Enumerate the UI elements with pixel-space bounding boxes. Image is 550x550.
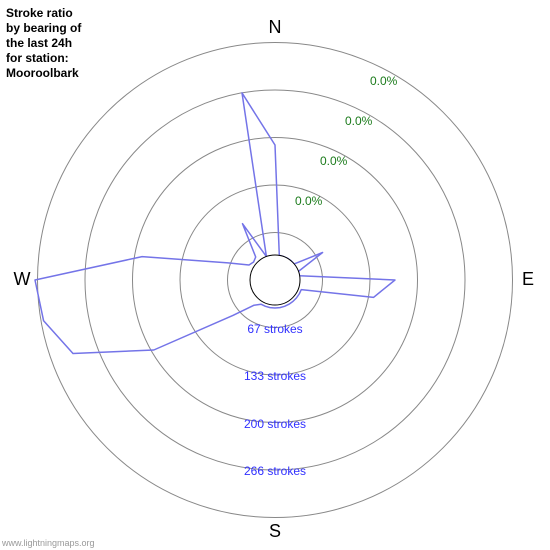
stroke-count-label: 133 strokes [244,369,306,383]
percent-label: 0.0% [320,154,348,168]
cardinal-e: E [522,269,534,289]
percent-label: 0.0% [370,74,398,88]
source-link: www.lightningmaps.org [2,538,95,548]
chart-container: Stroke ratio by bearing of the last 24h … [0,0,550,550]
stroke-count-label: 200 strokes [244,417,306,431]
cardinal-n: N [269,17,282,37]
cardinal-s: S [269,521,281,541]
percent-label: 0.0% [295,194,323,208]
stroke-count-label: 67 strokes [247,322,302,336]
stroke-count-label: 266 strokes [244,464,306,478]
stroke-labels-group: 67 strokes 133 strokes 200 strokes 266 stro… [244,322,306,478]
percent-label: 0.0% [345,114,373,128]
cardinal-w: W [14,269,31,289]
polar-chart-svg: N S E W 0.0% 0.0% 0.0% 0.0% 67 strokes 133 stro… [0,0,550,550]
inner-circle [250,255,300,305]
percent-labels-group: 0.0% 0.0% 0.0% 0.0% [295,74,398,208]
inner-circle-group [250,255,300,305]
